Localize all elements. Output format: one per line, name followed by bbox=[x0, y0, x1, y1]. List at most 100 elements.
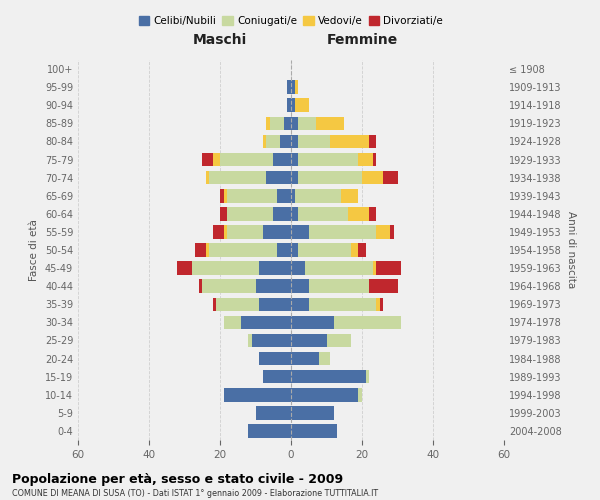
Bar bbox=[298, 134, 330, 148]
Bar bbox=[358, 152, 373, 166]
Bar bbox=[259, 298, 291, 311]
Bar bbox=[277, 243, 291, 257]
Bar bbox=[358, 243, 365, 257]
Legend: Celibi/Nubili, Coniugati/e, Vedovi/e, Divorziati/e: Celibi/Nubili, Coniugati/e, Vedovi/e, Di… bbox=[134, 12, 448, 30]
Bar bbox=[227, 207, 273, 220]
Bar bbox=[217, 298, 259, 311]
Bar bbox=[209, 243, 277, 257]
Bar bbox=[224, 189, 227, 202]
Bar bbox=[273, 207, 291, 220]
Bar bbox=[291, 370, 365, 384]
Bar bbox=[277, 189, 291, 202]
Bar bbox=[369, 134, 376, 148]
Text: Maschi: Maschi bbox=[193, 34, 247, 48]
Bar bbox=[284, 116, 291, 130]
Bar bbox=[326, 334, 352, 347]
Bar bbox=[369, 280, 398, 293]
Bar bbox=[295, 189, 341, 202]
Bar bbox=[358, 388, 362, 402]
Y-axis label: Anni di nascita: Anni di nascita bbox=[566, 212, 575, 288]
Bar bbox=[266, 116, 270, 130]
Bar bbox=[305, 262, 373, 275]
Bar bbox=[280, 134, 291, 148]
Bar bbox=[373, 262, 376, 275]
Bar bbox=[319, 352, 330, 366]
Bar bbox=[291, 316, 334, 329]
Bar bbox=[369, 207, 376, 220]
Text: COMUNE DI MEANA DI SUSA (TO) - Dati ISTAT 1° gennaio 2009 - Elaborazione TUTTITA: COMUNE DI MEANA DI SUSA (TO) - Dati ISTA… bbox=[12, 489, 378, 498]
Bar bbox=[298, 152, 358, 166]
Bar bbox=[362, 171, 383, 184]
Bar bbox=[295, 80, 298, 94]
Bar bbox=[227, 225, 263, 238]
Bar bbox=[298, 116, 316, 130]
Bar bbox=[391, 225, 394, 238]
Bar bbox=[291, 334, 326, 347]
Bar bbox=[263, 225, 291, 238]
Bar bbox=[298, 171, 362, 184]
Bar bbox=[376, 298, 380, 311]
Bar bbox=[291, 207, 298, 220]
Bar bbox=[220, 152, 273, 166]
Bar bbox=[270, 116, 284, 130]
Bar bbox=[252, 334, 291, 347]
Bar bbox=[365, 370, 369, 384]
Bar bbox=[348, 207, 369, 220]
Bar bbox=[309, 225, 376, 238]
Bar bbox=[298, 243, 352, 257]
Bar bbox=[291, 116, 298, 130]
Bar bbox=[376, 262, 401, 275]
Bar bbox=[295, 98, 309, 112]
Bar bbox=[341, 189, 358, 202]
Bar bbox=[213, 298, 217, 311]
Bar bbox=[195, 243, 206, 257]
Bar bbox=[266, 171, 291, 184]
Bar bbox=[191, 262, 259, 275]
Bar bbox=[224, 225, 227, 238]
Bar bbox=[224, 316, 241, 329]
Bar bbox=[291, 171, 298, 184]
Bar bbox=[220, 189, 224, 202]
Bar bbox=[352, 243, 358, 257]
Bar bbox=[383, 171, 398, 184]
Bar bbox=[291, 406, 334, 419]
Bar bbox=[291, 243, 298, 257]
Bar bbox=[263, 134, 266, 148]
Bar bbox=[298, 207, 348, 220]
Bar bbox=[202, 152, 213, 166]
Bar bbox=[291, 152, 298, 166]
Bar bbox=[199, 280, 202, 293]
Bar bbox=[380, 298, 383, 311]
Bar bbox=[266, 134, 280, 148]
Bar bbox=[209, 171, 266, 184]
Bar bbox=[291, 80, 295, 94]
Bar bbox=[291, 388, 358, 402]
Bar bbox=[213, 225, 224, 238]
Bar bbox=[291, 134, 298, 148]
Bar bbox=[273, 152, 291, 166]
Bar bbox=[248, 334, 252, 347]
Bar bbox=[220, 207, 227, 220]
Bar bbox=[213, 152, 220, 166]
Bar bbox=[376, 225, 391, 238]
Bar bbox=[259, 352, 291, 366]
Bar bbox=[309, 280, 369, 293]
Bar bbox=[263, 370, 291, 384]
Bar bbox=[256, 280, 291, 293]
Bar bbox=[178, 262, 191, 275]
Bar bbox=[287, 80, 291, 94]
Bar bbox=[227, 189, 277, 202]
Bar bbox=[248, 424, 291, 438]
Bar bbox=[330, 134, 369, 148]
Y-axis label: Fasce di età: Fasce di età bbox=[29, 219, 39, 281]
Bar bbox=[309, 298, 376, 311]
Bar bbox=[287, 98, 291, 112]
Bar bbox=[373, 152, 376, 166]
Text: Femmine: Femmine bbox=[326, 34, 398, 48]
Text: Popolazione per età, sesso e stato civile - 2009: Popolazione per età, sesso e stato civil… bbox=[12, 472, 343, 486]
Bar bbox=[206, 243, 209, 257]
Bar bbox=[291, 262, 305, 275]
Bar bbox=[206, 171, 209, 184]
Bar bbox=[334, 316, 401, 329]
Bar bbox=[291, 280, 309, 293]
